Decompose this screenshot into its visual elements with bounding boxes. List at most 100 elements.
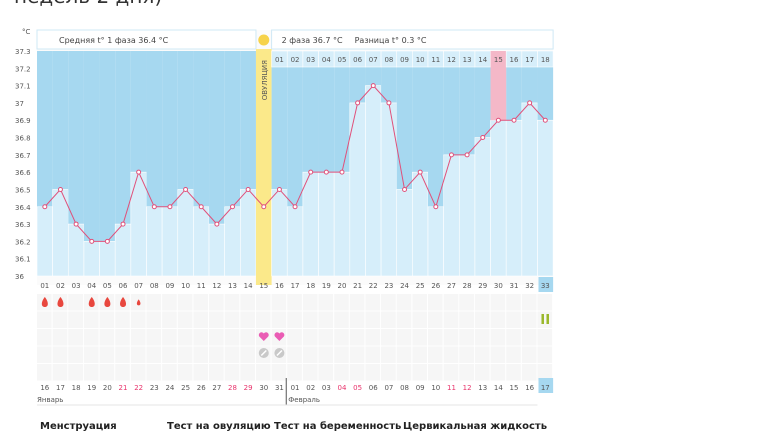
post-ovulation-day: 17 <box>525 56 534 64</box>
column-above <box>412 51 428 173</box>
post-ovulation-day: 11 <box>431 56 440 64</box>
temperature-point <box>386 100 392 106</box>
grid-cell <box>474 364 490 381</box>
grid-cell <box>162 329 177 346</box>
y-tick-label: 36.5 <box>15 186 31 194</box>
post-ovulation-day: 09 <box>400 56 409 64</box>
legend-cervical-fluid[interactable]: Цервикальная жидкость <box>403 421 548 432</box>
temperature-point <box>433 204 439 210</box>
legend-menstruation[interactable]: Менструация <box>40 421 117 432</box>
column-above <box>99 51 116 242</box>
column-above <box>162 51 178 207</box>
temperature-point <box>464 152 470 158</box>
calendar-date: 10 <box>431 384 440 392</box>
temperature-point <box>417 169 423 175</box>
phase2-header <box>271 29 554 50</box>
grid-cell <box>68 294 83 311</box>
calendar-date: 22 <box>134 384 143 392</box>
y-tick-label: 36.7 <box>15 152 31 160</box>
grid-cell <box>537 329 553 346</box>
grid-cell <box>428 346 443 363</box>
grid-cell <box>459 364 474 381</box>
y-tick-label: 36.4 <box>15 204 31 212</box>
grid-cell <box>318 311 334 328</box>
grid-cell <box>334 311 349 328</box>
post-ovulation-day: 06 <box>353 56 362 64</box>
calendar-date: 16 <box>525 384 534 392</box>
grid-cell <box>83 329 99 346</box>
temperature-point <box>355 100 361 106</box>
grid-cell <box>146 311 162 328</box>
grid-cell <box>349 329 365 346</box>
grid-cell <box>459 311 474 328</box>
grid-cell <box>83 364 99 381</box>
highlight-column <box>490 51 507 121</box>
grid-cell <box>52 329 68 346</box>
temperature-point <box>198 204 204 210</box>
grid-cell <box>428 311 443 328</box>
temperature-point <box>448 152 454 158</box>
calendar-date: 02 <box>306 384 315 392</box>
column-below <box>474 137 491 277</box>
grid-cell <box>255 311 271 328</box>
month-label: Январь <box>37 396 63 404</box>
grid-cell <box>396 311 412 328</box>
temperature-point <box>511 117 517 123</box>
cycle-day: 24 <box>400 282 409 290</box>
grid-cell <box>37 346 52 363</box>
grid-cell <box>271 311 287 328</box>
grid-cell <box>365 311 381 328</box>
y-tick-label: 36.1 <box>15 256 31 264</box>
calendar-date: 04 <box>338 384 347 392</box>
post-ovulation-day: 18 <box>541 56 550 64</box>
column-above <box>287 51 303 207</box>
grid-cell <box>459 329 474 346</box>
grid-cell <box>37 364 52 381</box>
cycle-day: 18 <box>306 282 315 290</box>
grid-cell <box>428 294 443 311</box>
grid-cell <box>349 311 365 328</box>
grid-cell <box>302 346 318 363</box>
temperature-point <box>402 186 408 192</box>
grid-cell <box>365 364 381 381</box>
temperature-point <box>104 238 110 244</box>
grid-cell <box>474 294 490 311</box>
post-ovulation-day: 10 <box>416 56 425 64</box>
grid-cell <box>381 364 396 381</box>
column-above <box>240 51 256 190</box>
temperature-point <box>167 204 173 210</box>
column-above <box>130 51 147 173</box>
grid-cell <box>396 364 412 381</box>
grid-cell <box>193 346 209 363</box>
cycle-day: 12 <box>212 282 221 290</box>
blood-drop-icon <box>57 297 64 307</box>
column-below <box>177 189 194 277</box>
grid-cell <box>349 346 365 363</box>
column-above <box>193 51 210 207</box>
temperature-point <box>151 204 157 210</box>
grid-cell <box>287 294 302 311</box>
grid-cell <box>99 311 115 328</box>
grid-cell <box>115 364 130 381</box>
y-tick-label: 37.3 <box>15 48 31 56</box>
legend-ovulation-test[interactable]: Тест на овуляцию <box>167 421 271 432</box>
column-below <box>67 223 85 277</box>
column-below <box>208 223 225 277</box>
calendar-date: 25 <box>181 384 190 392</box>
grid-cell <box>412 346 427 363</box>
column-below <box>193 206 210 277</box>
grid-cell <box>537 364 553 381</box>
grid-cell <box>381 329 396 346</box>
legend-pregnancy-test[interactable]: Тест на беременность <box>274 421 402 432</box>
post-ovulation-day: 13 <box>463 56 472 64</box>
grid-cell <box>428 329 443 346</box>
phase1-label: Средняя t° 1 фаза 36.4 °C <box>59 36 169 45</box>
column-above <box>209 51 225 225</box>
column-below <box>537 119 554 277</box>
column-below <box>396 189 413 277</box>
grid-cell <box>506 364 521 381</box>
grid-cell <box>240 311 255 328</box>
temperature-point <box>495 117 501 123</box>
cycle-day: 04 <box>87 282 96 290</box>
grid-cell <box>412 294 427 311</box>
